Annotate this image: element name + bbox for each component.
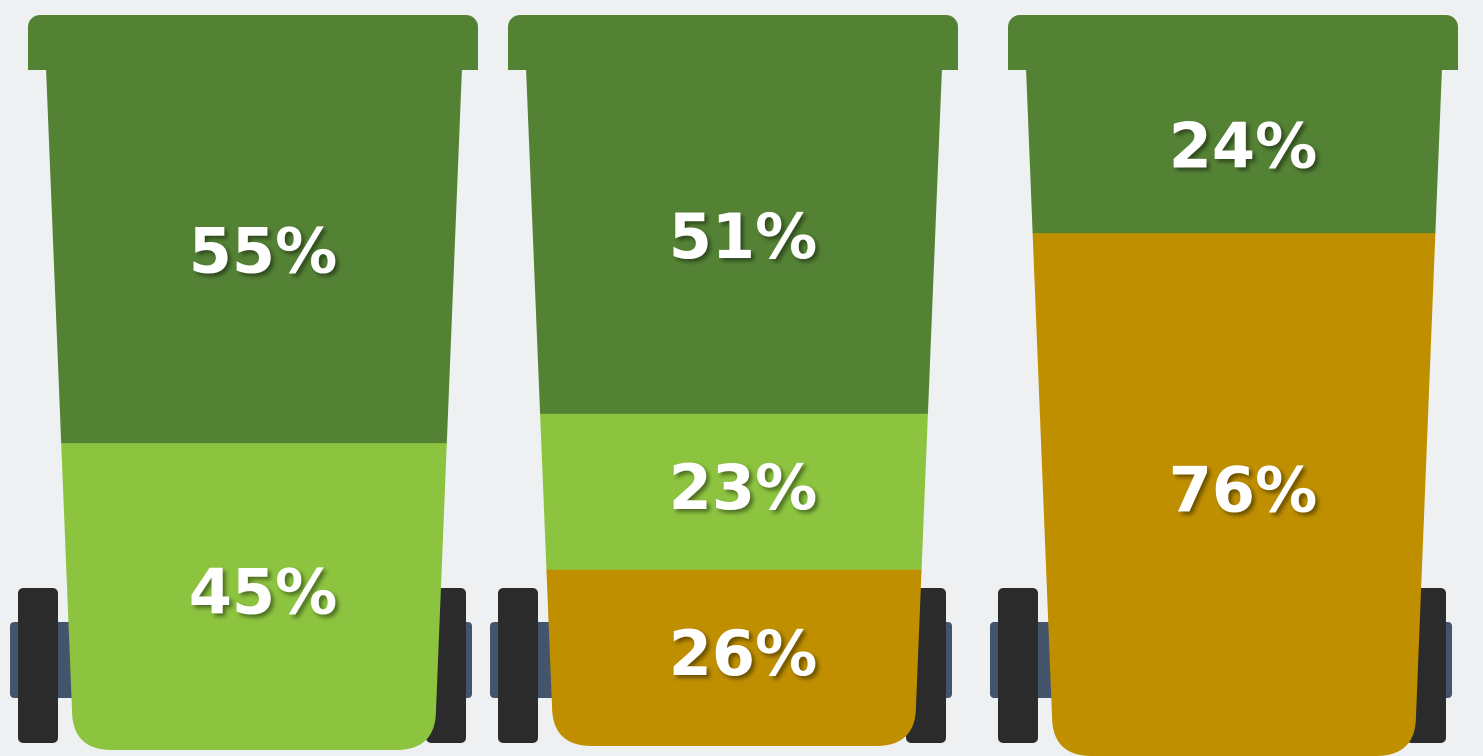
lid-base [508, 45, 958, 70]
segment [526, 68, 942, 415]
segment [46, 68, 462, 444]
segment [1026, 233, 1442, 756]
lid-base [28, 45, 478, 70]
value-label: 26% [669, 617, 817, 690]
bin: 24% 76% [990, 15, 1458, 756]
wheel [998, 588, 1038, 743]
value-label: 55% [189, 215, 337, 288]
segment [46, 443, 462, 750]
wheel [498, 588, 538, 743]
value-label: 45% [189, 556, 337, 629]
bin: 51% 23% 26% [490, 15, 958, 746]
value-label: 76% [1169, 454, 1317, 527]
value-label: 24% [1169, 110, 1317, 183]
segment [1026, 68, 1442, 234]
value-label: 23% [669, 451, 817, 524]
segment [526, 413, 942, 571]
value-label: 51% [669, 200, 817, 273]
segment [526, 569, 942, 746]
wheel [18, 588, 58, 743]
bin: 55% 45% [10, 15, 478, 750]
bin-body [526, 68, 942, 746]
lid-base [1008, 45, 1458, 70]
bin-body [46, 68, 462, 750]
bin-body [1026, 68, 1442, 756]
